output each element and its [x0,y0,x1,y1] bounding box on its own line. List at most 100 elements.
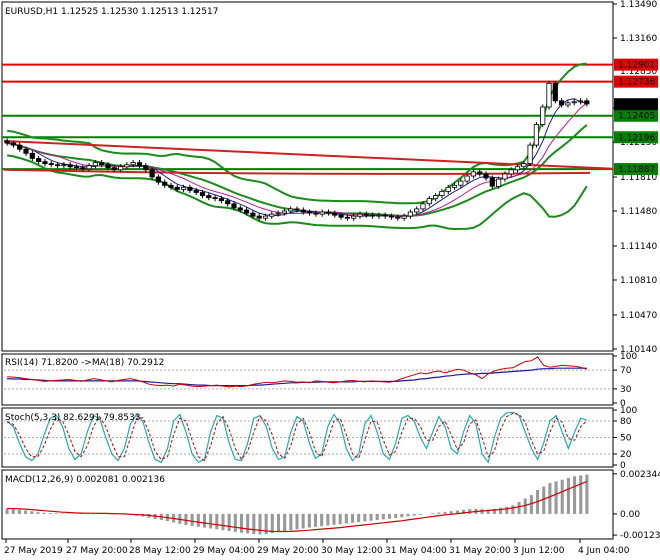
level-tag-bg [614,109,658,122]
candle [477,171,483,175]
price-tick-label: 1.13490 [620,0,657,10]
price-tick-label: 1.11480 [620,207,657,217]
bollinger-lower [7,154,588,231]
candle [118,166,124,171]
time-tick-label: 31 May 20:00 [449,546,511,556]
candle [231,203,237,209]
rsi-tick-label: 70 [620,366,632,376]
stoch-tick-label: 20 [620,450,632,460]
current-price-tag-label: 1.12517 [618,100,655,110]
candle [42,161,48,165]
candle [426,198,432,205]
candle [363,213,369,216]
macd-signal-line [7,480,588,533]
rsi-lines [4,356,612,390]
rsi-tick-label: 0 [620,399,626,409]
candle [546,82,552,108]
price-tick-label: 1.10810 [620,276,657,286]
stoch-tick-label: 80 [620,417,632,427]
candle [483,173,489,179]
candle [136,162,143,167]
candle [451,184,458,188]
candle [180,186,187,190]
candle [376,214,382,217]
candle [432,195,439,200]
candle [458,180,464,186]
candle [357,213,363,217]
macd-panel-frame [1,469,614,540]
candle [294,208,300,211]
level-tag-label: 1.11887 [618,165,655,175]
candle [559,100,565,106]
candle [300,209,306,213]
candle [111,167,117,171]
candle [369,214,376,217]
current-price-tag-bg [614,98,658,111]
candle [407,211,414,217]
candle [382,214,388,217]
time-tick-label: 29 May 04:00 [193,546,255,556]
rsi-tick-label: 100 [620,352,637,362]
price-panel[interactable]: EURUSD,H1 1.12525 1.12530 1.12513 1.1251… [1,0,658,355]
macd-tick-label: 0.00 [620,510,640,520]
candle [332,212,338,216]
candle [36,158,42,162]
price-tick-label: 1.13160 [620,34,657,44]
stoch-header: Stoch(5,3,3) 82.6291 79.8533 [5,413,140,423]
candle [174,186,180,190]
candle [464,175,470,182]
candle [80,167,86,170]
candle [470,171,477,177]
trend-line-descending [3,139,614,170]
candle [4,140,10,144]
candle [313,212,319,215]
candle [130,162,136,166]
level-tag-bg [614,131,658,144]
candle [237,207,243,211]
price-tick-label-overlap: 1.12830 [620,67,657,77]
level-tag-label: 1.12405 [618,112,655,122]
candle [92,162,98,167]
time-tick-label: 29 May 20:00 [257,546,319,556]
candle [552,82,558,102]
candle [319,211,325,215]
candle [521,163,527,168]
candle [281,210,288,214]
price-axis: 1.134901.131601.124801.121501.118101.114… [613,0,657,355]
candle [206,195,212,199]
candle [193,189,199,193]
stoch-signal-line [6,412,588,462]
candle [199,192,206,196]
candle [23,148,29,154]
candle [502,173,508,180]
rsi-tick-label: 30 [620,385,632,395]
candle [149,169,155,178]
candle [420,203,426,210]
level-tag-label: 1.12196 [618,133,655,143]
level-tag-label: 1.12736 [618,78,655,88]
candle [168,184,174,188]
candle [48,163,54,166]
time-tick-label: 3 Jun 12:00 [513,546,565,556]
candle [225,200,231,205]
candle [29,152,35,159]
candle [155,176,161,183]
time-tick-label: 27 May 20:00 [66,546,128,556]
stoch-tick-label: 50 [620,434,632,444]
candle [61,164,67,167]
candle [269,213,275,217]
candle [571,101,577,104]
candle [288,208,294,212]
candle [508,169,514,175]
macd-panel[interactable]: MACD(12,26,9) 0.002081 0.002136 0.002344… [1,469,660,541]
macd-tick-label: 0.002344 [620,470,660,480]
rsi-header: RSI(14) 71.8200 ->MA(18) 70.2912 [5,358,164,368]
level-tag-bg [614,58,658,71]
candles [4,80,590,221]
rsi-panel[interactable]: RSI(14) 71.8200 ->MA(18) 70.2912 100 70 30… [1,352,637,409]
candle [73,166,80,169]
candle [577,100,584,103]
